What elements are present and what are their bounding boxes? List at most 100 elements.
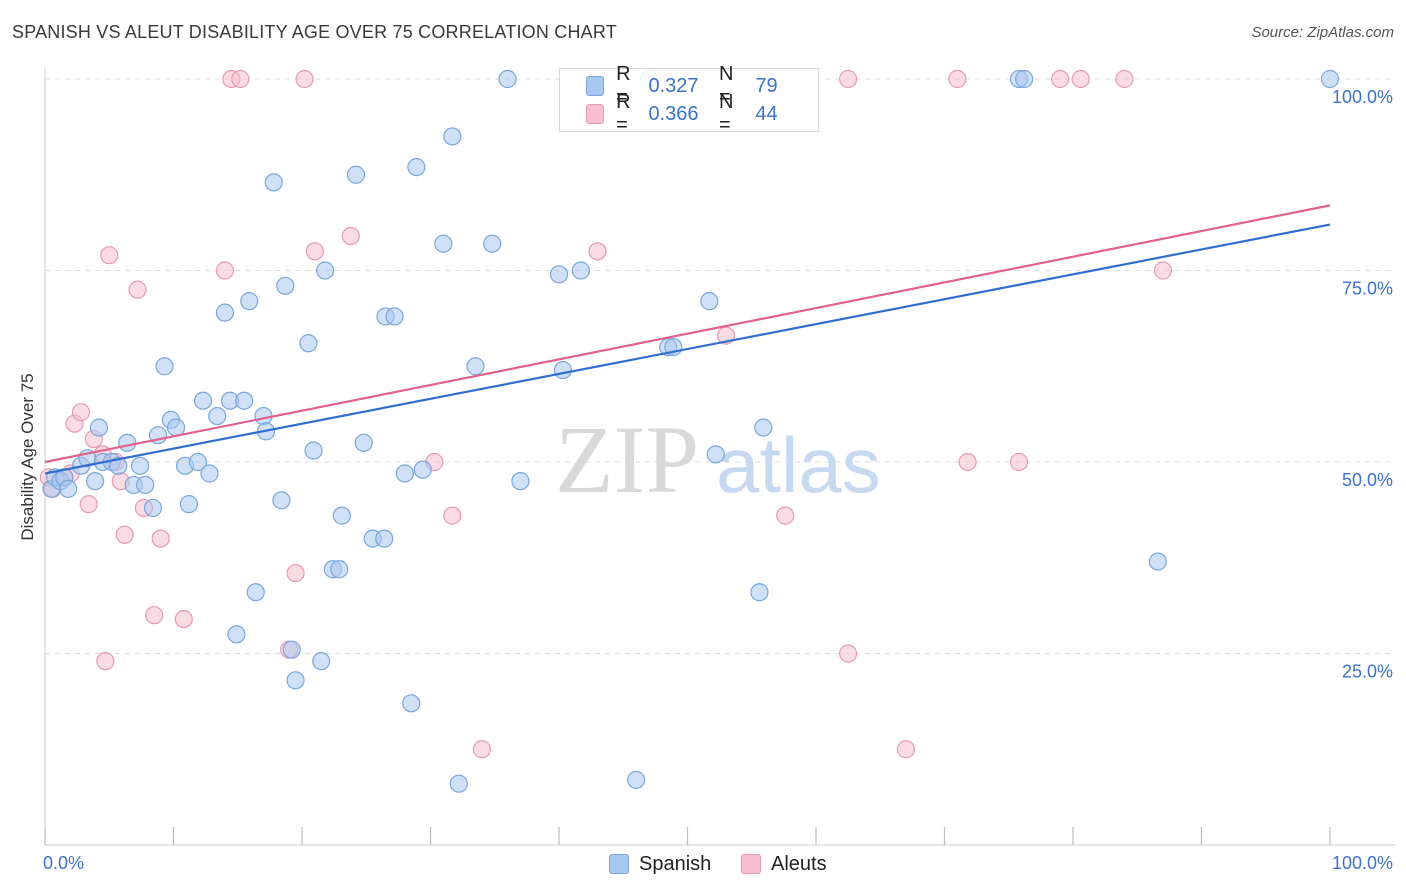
legend-item-spanish: Spanish <box>609 852 711 876</box>
aleut-point <box>145 606 164 625</box>
r-value: 0.327 <box>648 74 699 97</box>
aleut-point <box>776 506 795 525</box>
spanish-point <box>706 445 725 464</box>
spanish-point <box>354 433 373 452</box>
aleut-point <box>128 280 147 299</box>
aleut-point <box>71 403 91 422</box>
spanish-point <box>188 452 208 472</box>
spanish-swatch <box>586 76 605 96</box>
r-value: 0.366 <box>648 102 699 125</box>
legend-item-aleuts: Aleuts <box>741 852 827 876</box>
spanish-point <box>483 234 502 253</box>
r-label: R = <box>616 63 631 108</box>
spanish-point <box>449 774 468 793</box>
spanish-point <box>549 265 569 284</box>
aleut-point <box>839 644 858 663</box>
aleut-point <box>96 652 115 671</box>
n-value: 79 <box>755 74 778 97</box>
spanish-point <box>246 583 265 602</box>
aleut-point <box>948 69 967 89</box>
spanish-point <box>286 671 305 690</box>
spanish-point <box>193 391 213 410</box>
aleut-point <box>1009 452 1029 472</box>
spanish-point <box>130 456 150 475</box>
spanish-point <box>754 418 773 437</box>
spanish-point <box>215 303 234 322</box>
spanish-point <box>179 495 199 514</box>
spanish-point <box>1320 69 1340 89</box>
spanish-point <box>240 292 259 311</box>
spanish-point <box>750 583 769 602</box>
spanish-point <box>200 464 219 483</box>
aleut-point <box>472 740 491 759</box>
spanish-point <box>498 69 517 89</box>
spanish-point <box>466 357 485 376</box>
aleut-point <box>958 452 977 472</box>
spanish-point <box>276 276 295 295</box>
spanish-points <box>42 69 1340 793</box>
spanish-point <box>59 479 78 498</box>
spanish-point <box>375 529 394 548</box>
spanish-point <box>299 334 318 353</box>
aleut-point <box>295 69 314 89</box>
aleut-point <box>286 563 305 583</box>
grid-lines <box>45 78 1395 654</box>
aleut-trendline <box>44 204 1331 464</box>
spanish-point <box>330 560 349 579</box>
spanish-point <box>312 652 331 671</box>
aleut-point <box>588 242 607 261</box>
spanish-point <box>86 472 105 491</box>
spanish-point <box>626 770 646 789</box>
spanish-point <box>155 357 174 376</box>
aleut-point <box>341 226 360 246</box>
aleut-point <box>896 740 916 759</box>
aleut-point <box>305 242 324 261</box>
axes <box>44 68 1395 846</box>
spanish-point <box>227 625 246 644</box>
aleut-point <box>231 69 250 89</box>
y-tick-label: 75.0% <box>1342 279 1393 299</box>
tick-labels: 25.0% 50.0% 75.0% 100.0% 0.0% 100.0% <box>43 87 1393 873</box>
spanish-point <box>304 441 323 460</box>
n-label: N = <box>719 91 734 136</box>
spanish-point <box>413 460 432 479</box>
y-tick-label: 50.0% <box>1342 470 1393 490</box>
spanish-point <box>402 694 421 713</box>
x-tick-label: 100.0% <box>1332 853 1393 873</box>
spanish-point <box>332 506 351 525</box>
aleut-point <box>115 525 134 544</box>
spanish-point <box>109 456 128 475</box>
aleut-point <box>215 261 234 280</box>
spanish-point <box>166 418 186 437</box>
aleut-swatch <box>586 104 605 124</box>
spanish-point <box>553 360 572 380</box>
spanish-trendline <box>44 223 1331 475</box>
source-label: Source: ZipAtlas.com <box>1251 24 1394 41</box>
x-tick-label: 0.0% <box>43 853 84 873</box>
spanish-point <box>254 406 273 426</box>
r-label: R = <box>616 91 631 136</box>
watermark-zip: ZIP <box>555 406 699 513</box>
spanish-point <box>264 173 283 192</box>
y-axis-label: Disability Age Over 75 <box>18 373 37 541</box>
correlation-legend: R = 0.327 N = 79 R = 0.366 N = 44 <box>559 63 819 136</box>
spanish-point <box>511 472 530 491</box>
spanish-point <box>118 433 137 452</box>
spanish-point <box>208 406 227 426</box>
trendlines <box>44 204 1331 475</box>
aleut-point <box>839 69 858 89</box>
aleut-point <box>1115 69 1134 89</box>
aleut-point <box>1153 261 1173 280</box>
y-tick-label: 25.0% <box>1342 662 1393 682</box>
aleut-point <box>174 609 193 629</box>
spanish-point <box>434 234 453 253</box>
watermark: ZIP atlas <box>555 406 881 513</box>
n-label: N = <box>719 63 734 108</box>
spanish-point <box>143 498 163 518</box>
n-value: 44 <box>755 102 778 125</box>
aleut-point <box>443 506 462 525</box>
legend-label: Spanish <box>639 852 712 875</box>
aleut-swatch <box>741 854 761 874</box>
spanish-point <box>443 127 462 146</box>
